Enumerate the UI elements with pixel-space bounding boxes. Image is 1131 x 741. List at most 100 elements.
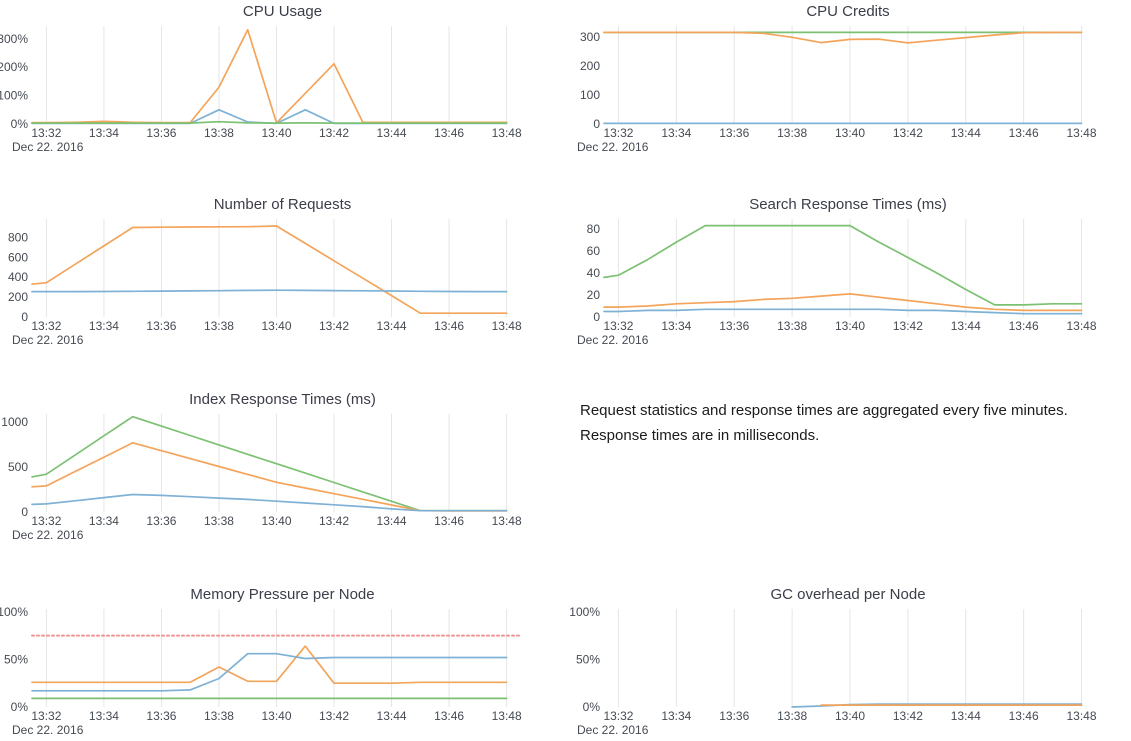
x-tick-label: 13:48 <box>492 319 522 333</box>
y-tick-label: 50% <box>4 652 28 666</box>
x-tick-label: 13:32 <box>31 319 61 333</box>
chart-title: GC overhead per Node <box>770 586 926 603</box>
x-tick-label: 13:34 <box>661 126 691 140</box>
y-tick-label: 200% <box>0 60 28 74</box>
note-panel: Request statistics and response times ar… <box>565 388 1131 581</box>
x-tick-label: 13:46 <box>1009 126 1039 140</box>
x-tick-label: 13:46 <box>434 126 464 140</box>
search-response-times-plot[interactable]: 13:32 13:34 13:36 13:38 13:40 13:42 13:44 13:46… <box>565 193 1130 351</box>
x-tick-label: 13:42 <box>893 319 923 333</box>
y-tick-label: 600 <box>8 250 28 264</box>
x-tick-label: 13:44 <box>951 709 981 723</box>
y-tick-label: 0% <box>11 117 29 131</box>
x-tick-label: 13:38 <box>204 319 234 333</box>
x-tick-label: 13:38 <box>204 126 234 140</box>
y-tick-label: 300 <box>580 30 600 44</box>
date-label: Dec 22. 2016 <box>12 333 84 347</box>
x-tick-label: 13:46 <box>434 514 464 528</box>
x-tick-label: 13:44 <box>951 319 981 333</box>
chart-title: CPU Usage <box>242 3 323 20</box>
blue-series-line <box>31 652 508 692</box>
x-tick-label: 13:38 <box>777 319 807 333</box>
green-series-line <box>31 415 508 512</box>
y-tick-label: 50% <box>576 652 600 666</box>
x-tick-label: 13:38 <box>777 126 807 140</box>
y-tick-label: 100% <box>0 89 28 103</box>
x-tick-label: 13:34 <box>89 514 119 528</box>
chart-number-of-requests: Number of Requests 13:32 13:34 13:36 13:38 1… <box>0 193 565 386</box>
x-tick-label: 13:36 <box>146 514 176 528</box>
x-tick-label: 13:36 <box>146 126 176 140</box>
x-tick-label: 13:36 <box>719 319 749 333</box>
y-tick-label: 100 <box>580 88 600 102</box>
x-tick-label: 13:36 <box>146 709 176 723</box>
y-tick-label: 500 <box>8 460 28 474</box>
x-tick-label: 13:32 <box>31 709 61 723</box>
x-tick-label: 13:46 <box>434 319 464 333</box>
orange-series-line <box>603 31 1083 44</box>
x-tick-label: 13:48 <box>1067 126 1097 140</box>
x-tick-label: 13:40 <box>835 126 865 140</box>
y-tick-label: 0% <box>11 700 29 714</box>
orange-series-line <box>603 293 1083 312</box>
chart-title: Memory Pressure per Node <box>190 586 375 603</box>
x-tick-label: 13:48 <box>492 126 522 140</box>
x-tick-label: 13:40 <box>261 319 291 333</box>
blue-series-line <box>31 493 508 512</box>
x-tick-label: 13:48 <box>492 514 522 528</box>
x-tick-label: 13:36 <box>719 126 749 140</box>
x-tick-label: 13:38 <box>204 514 234 528</box>
x-tick-label: 13:42 <box>893 709 923 723</box>
y-tick-label: 100% <box>569 605 600 619</box>
y-tick-label: 1000 <box>1 415 28 429</box>
chart-cpu-usage: CPU Usage 13:32 13:34 13:36 13:38 13:40 13:42… <box>0 0 565 193</box>
chart-index-response-times: Index Response Times (ms) 13:32 13:34 13:3… <box>0 388 565 581</box>
y-tick-label: 800 <box>8 230 28 244</box>
y-tick-label: 0 <box>593 117 600 131</box>
date-label: Dec 22. 2016 <box>577 723 649 737</box>
gc-overhead-per-node-plot[interactable]: 13:32 13:34 13:36 13:38 13:40 13:42 13:44 13:46… <box>565 583 1130 741</box>
chart-cpu-credits: CPU Credits 13:32 13:34 13:36 13:38 13:40 13:… <box>565 0 1131 193</box>
blue-series-line <box>603 308 1083 315</box>
blue-series-line <box>31 289 508 293</box>
x-tick-label: 13:44 <box>377 709 407 723</box>
date-label: Dec 22. 2016 <box>12 528 84 542</box>
x-tick-label: 13:32 <box>31 126 61 140</box>
x-tick-label: 13:40 <box>261 126 291 140</box>
cpu-usage-plot[interactable]: 13:32 13:34 13:36 13:38 13:40 13:42 13:44 13:46… <box>0 0 565 158</box>
x-tick-label: 13:32 <box>603 709 633 723</box>
cpu-credits-plot[interactable]: 13:32 13:34 13:36 13:38 13:40 13:42 13:44 13:46… <box>565 0 1130 158</box>
x-tick-label: 13:32 <box>603 126 633 140</box>
date-label: Dec 22. 2016 <box>577 333 649 347</box>
chart-title: CPU Credits <box>806 3 890 20</box>
x-tick-label: 13:34 <box>89 709 119 723</box>
x-tick-label: 13:44 <box>377 126 407 140</box>
x-tick-label: 13:48 <box>492 709 522 723</box>
green-series-line <box>603 224 1083 306</box>
chart-gc-overhead-per-node: GC overhead per Node 13:32 13:34 13:36 13:3… <box>565 583 1131 741</box>
x-tick-label: 13:42 <box>319 319 349 333</box>
date-label: Dec 22. 2016 <box>12 723 84 737</box>
x-tick-label: 13:34 <box>89 319 119 333</box>
x-tick-label: 13:44 <box>951 126 981 140</box>
x-tick-label: 13:42 <box>319 514 349 528</box>
chart-title: Number of Requests <box>213 196 352 213</box>
y-tick-label: 60 <box>587 244 601 258</box>
x-tick-label: 13:40 <box>261 709 291 723</box>
x-tick-label: 13:34 <box>661 709 691 723</box>
x-tick-label: 13:46 <box>434 709 464 723</box>
y-tick-label: 100% <box>0 605 28 619</box>
x-tick-label: 13:32 <box>603 319 633 333</box>
orange-series-line <box>31 28 508 124</box>
y-tick-label: 80 <box>587 222 601 236</box>
y-tick-label: 0 <box>593 310 600 324</box>
y-tick-label: 0 <box>21 505 28 519</box>
x-tick-label: 13:42 <box>319 126 349 140</box>
y-tick-label: 20 <box>587 288 601 302</box>
aggregation-note: Request statistics and response times ar… <box>580 402 1068 444</box>
number-of-requests-plot[interactable]: 13:32 13:34 13:36 13:38 13:40 13:42 13:44 13:46… <box>0 193 565 351</box>
x-tick-label: 13:40 <box>835 709 865 723</box>
index-response-times-plot[interactable]: 13:32 13:34 13:36 13:38 13:40 13:42 13:44 13:46… <box>0 388 565 546</box>
memory-pressure-per-node-plot[interactable]: 13:32 13:34 13:36 13:38 13:40 13:42 13:44 13:46… <box>0 583 565 741</box>
